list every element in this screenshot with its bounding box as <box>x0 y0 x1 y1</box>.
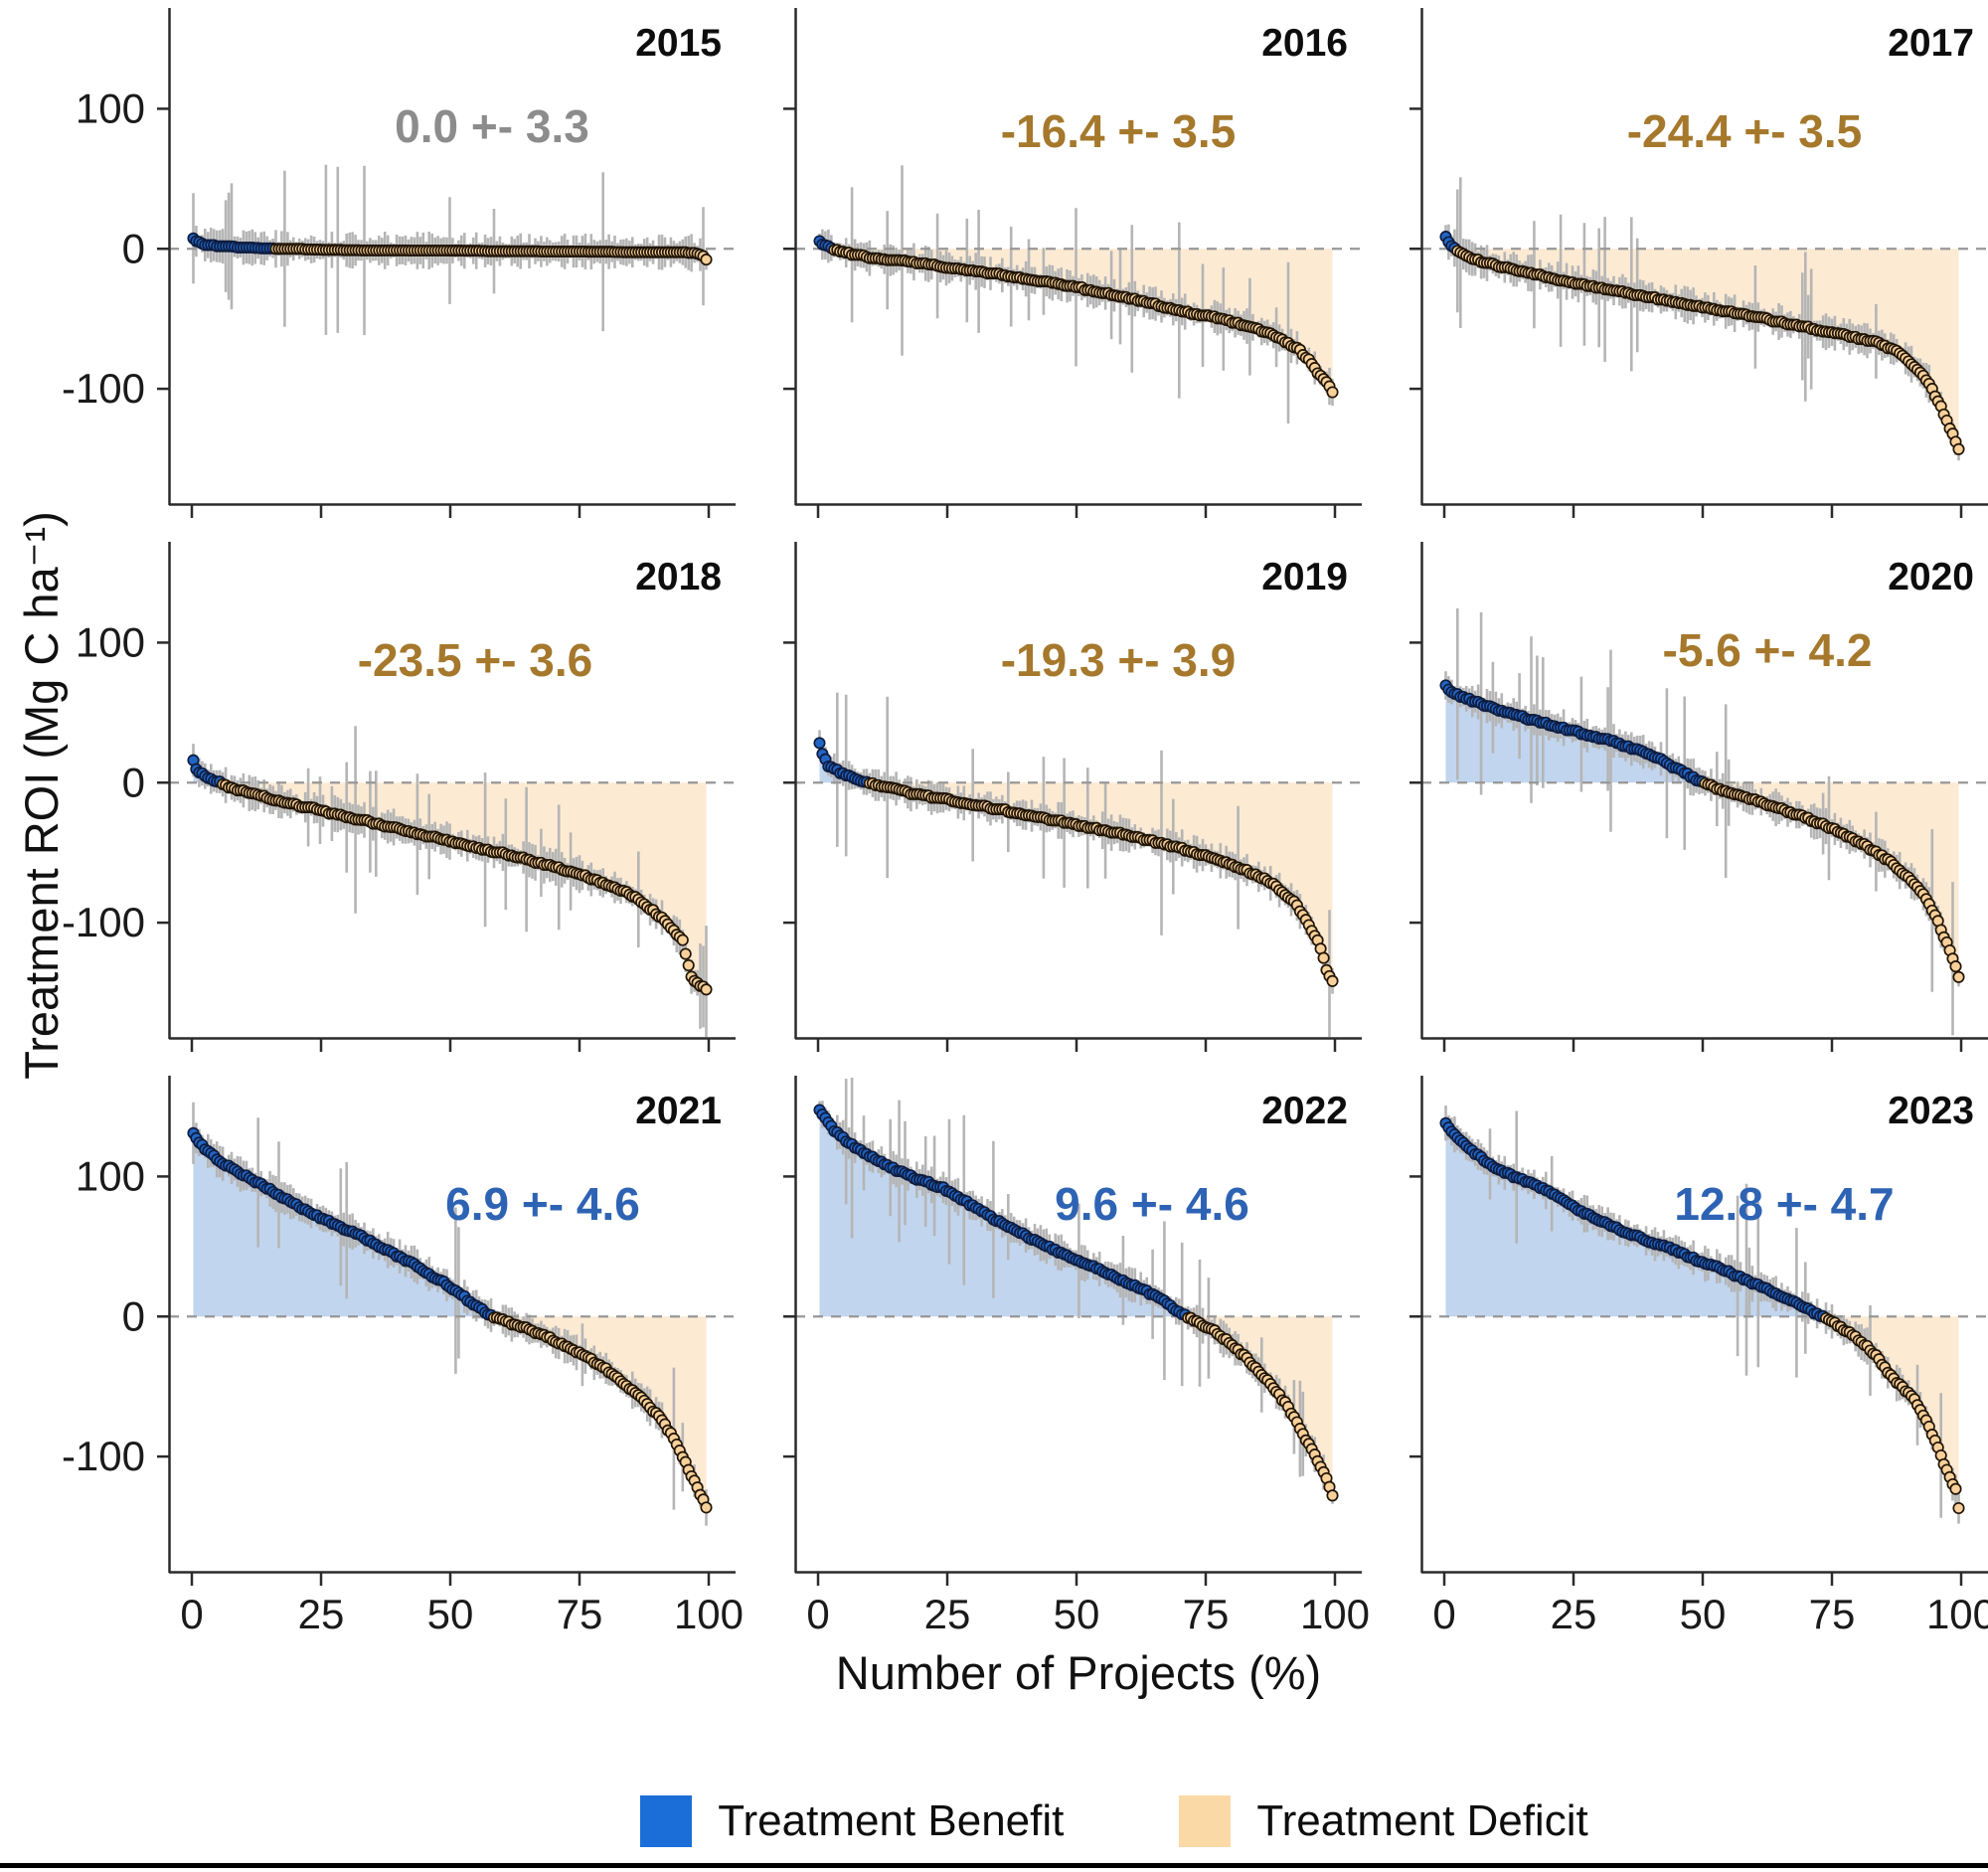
deficit-point <box>682 958 695 972</box>
deficit-area <box>1455 249 1959 449</box>
deficit-point <box>676 934 689 946</box>
deficit-area <box>1823 1316 1959 1508</box>
mean-annotation: -16.4 +- 3.5 <box>1001 105 1237 157</box>
deficit-point <box>1317 951 1330 964</box>
plot-2015: 100 0 -100 2015 0.0 +- 3.3 <box>62 8 736 518</box>
y-tick-label: 0 <box>122 759 145 805</box>
deficit-area <box>1704 782 1959 977</box>
x-tick-label: 25 <box>1551 1591 1597 1637</box>
deficit-point <box>700 983 713 996</box>
benefit-area <box>1445 1122 1824 1317</box>
y-tick-label: 0 <box>122 1292 145 1339</box>
deficit-point <box>1949 960 1962 973</box>
plot-2017: 2017 -24.4 +- 3.5 <box>1409 8 1988 518</box>
plot-2018: 100 0 -100 2018 -23.5 +- 3.6 <box>62 542 736 1052</box>
y-tick-label: -100 <box>62 365 145 412</box>
x-tick-label: 75 <box>557 1591 603 1637</box>
plot-2016: 2016 -16.4 +- 3.5 <box>783 8 1362 518</box>
x-axis-title: Number of Projects (%) <box>835 1646 1322 1699</box>
y-tick-label: 100 <box>76 1152 145 1199</box>
x-tick-label: 50 <box>1680 1591 1727 1637</box>
legend-item-benefit: Treatment Benefit <box>640 1795 1064 1847</box>
deficit-point <box>1326 974 1339 987</box>
x-tick-label: 0 <box>180 1591 203 1637</box>
legend-label-deficit: Treatment Deficit <box>1256 1796 1588 1845</box>
facet-year-label: 2021 <box>635 1090 722 1132</box>
plot-2022: 0 25 50 75 100 2022 9.6 +- 4.6 <box>783 1076 1370 1637</box>
y-tick-label: -100 <box>62 899 145 945</box>
x-tick-label: 50 <box>1054 1591 1100 1637</box>
x-tick-label: 0 <box>1432 1591 1455 1637</box>
x-tick-label: 75 <box>1809 1591 1856 1637</box>
deficit-point <box>1326 386 1339 399</box>
facet-year-label: 2018 <box>635 556 722 598</box>
x-tick-label: 25 <box>298 1591 345 1637</box>
bottom-rule <box>0 1863 1988 1868</box>
mean-annotation: -23.5 +- 3.6 <box>358 634 593 686</box>
mean-annotation: 9.6 +- 4.6 <box>1055 1178 1249 1230</box>
deficit-point <box>679 947 692 960</box>
x-tick-label: 100 <box>674 1591 744 1637</box>
deficit-point <box>1952 1501 1965 1515</box>
benefit-area <box>819 1109 1187 1317</box>
y-tick-label: 100 <box>76 85 145 131</box>
deficit-point <box>1952 970 1965 983</box>
mean-annotation: 6.9 +- 4.6 <box>445 1178 640 1230</box>
legend: Treatment Benefit Treatment Deficit <box>241 1795 1988 1847</box>
y-tick-label: 0 <box>122 225 145 271</box>
mean-annotation: -19.3 +- 3.9 <box>1001 634 1237 686</box>
deficit-point <box>1952 442 1965 455</box>
x-tick-label: 100 <box>1926 1591 1988 1637</box>
facet-year-label: 2017 <box>1888 22 1974 65</box>
mean-annotation: 0.0 +- 3.3 <box>395 100 589 152</box>
deficit-point <box>1326 1489 1339 1502</box>
x-tick-label: 25 <box>924 1591 971 1637</box>
x-tick-label: 75 <box>1183 1591 1230 1637</box>
facet-year-label: 2023 <box>1888 1090 1974 1132</box>
plot-2019: 2019 -19.3 +- 3.9 <box>783 542 1362 1052</box>
deficit-area <box>832 249 1333 393</box>
plot-2021: 100 0 -100 0 25 50 75 100 2021 6.9 +- 4.6 <box>62 1076 744 1637</box>
deficit-area <box>221 782 707 990</box>
x-tick-label: 0 <box>806 1591 829 1637</box>
mean-annotation: -5.6 +- 4.2 <box>1663 624 1873 676</box>
facet-year-label: 2022 <box>1261 1090 1348 1132</box>
y-tick-label: -100 <box>62 1433 145 1479</box>
deficit-area <box>492 1316 707 1508</box>
facet-year-label: 2016 <box>1261 22 1348 65</box>
y-tick-label: 100 <box>76 618 145 665</box>
plot-2020: 2020 -5.6 +- 4.2 <box>1409 542 1988 1052</box>
mean-annotation: -24.4 +- 3.5 <box>1627 105 1863 157</box>
facet-year-label: 2019 <box>1261 556 1348 598</box>
deficit-point <box>1949 1482 1962 1495</box>
benefit-swatch <box>640 1795 693 1847</box>
plot-2023: 0 25 50 75 100 2023 12.8 +- 4.7 <box>1409 1076 1988 1637</box>
deficit-area <box>1186 1316 1333 1496</box>
deficit-point <box>700 254 713 266</box>
deficit-area <box>868 782 1333 981</box>
benefit-point <box>813 737 826 750</box>
facet-year-label: 2015 <box>635 22 722 65</box>
x-tick-label: 50 <box>427 1591 474 1637</box>
facet-year-label: 2020 <box>1888 556 1974 598</box>
deficit-swatch <box>1179 1795 1232 1847</box>
mean-annotation: 12.8 +- 4.7 <box>1674 1178 1894 1230</box>
x-tick-label: 100 <box>1300 1591 1370 1637</box>
legend-label-benefit: Treatment Benefit <box>718 1796 1065 1845</box>
legend-item-deficit: Treatment Deficit <box>1179 1795 1588 1847</box>
deficit-point <box>700 1501 713 1514</box>
